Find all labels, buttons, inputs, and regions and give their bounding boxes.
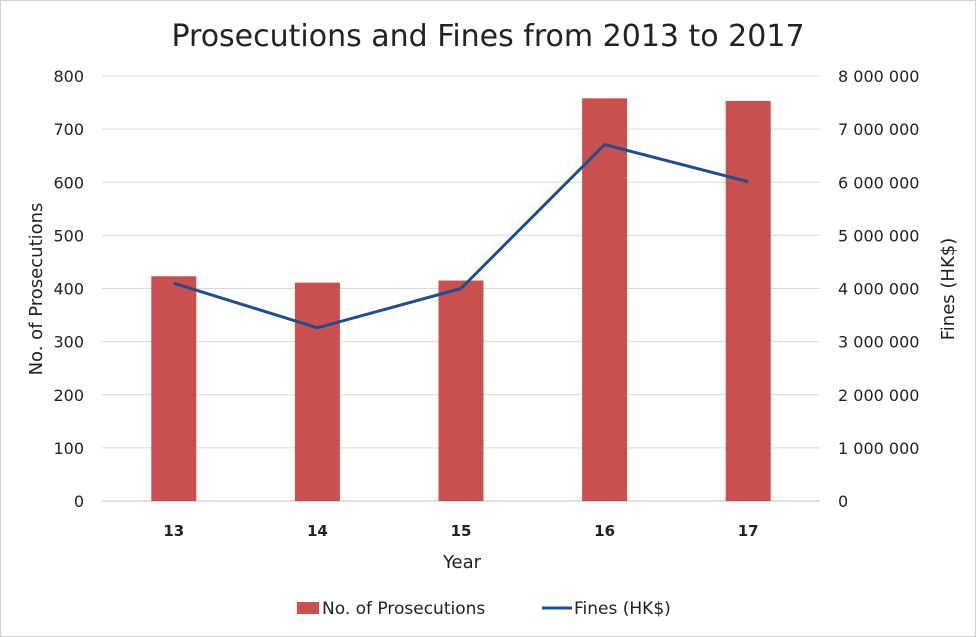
right-tick-label: 5 000 000: [838, 226, 919, 245]
left-axis-ticks: 0 100 200 300 400 500 600 700 800: [53, 67, 84, 511]
legend: No. of Prosecutions Fines (HK$): [297, 599, 671, 619]
chart-title: Prosecutions and Fines from 2013 to 2017: [171, 19, 804, 54]
right-tick-label: 4 000 000: [838, 280, 919, 299]
bar-15: [438, 280, 484, 501]
right-tick-label: 3 000 000: [838, 333, 919, 352]
line-series: [173, 143, 749, 330]
bar-14: [294, 282, 340, 501]
right-tick-label: 2 000 000: [838, 386, 919, 405]
legend-swatch-prosecutions: [297, 602, 319, 614]
right-tick-label: 0: [838, 492, 848, 511]
left-tick-label: 400: [53, 280, 84, 299]
x-tick-label: 13: [163, 522, 184, 540]
legend-label-prosecutions: No. of Prosecutions: [322, 599, 485, 619]
bar-series: [151, 98, 771, 501]
left-tick-label: 300: [53, 333, 84, 352]
bar-13: [151, 276, 197, 501]
right-tick-label: 6 000 000: [838, 173, 919, 192]
right-axis-title: Fines (HK$): [938, 238, 959, 340]
x-tick-label: 14: [307, 522, 328, 540]
x-tick-label: 15: [451, 522, 472, 540]
x-axis-ticks: 13 14 15 16 17: [163, 522, 758, 540]
right-tick-label: 8 000 000: [838, 67, 919, 86]
left-tick-label: 500: [53, 226, 84, 245]
right-tick-label: 1 000 000: [838, 439, 919, 458]
left-tick-label: 700: [53, 120, 84, 139]
bar-16: [582, 98, 628, 501]
left-tick-label: 200: [53, 386, 84, 405]
left-tick-label: 800: [53, 67, 84, 86]
legend-label-fines: Fines (HK$): [574, 599, 671, 619]
x-tick-label: 17: [738, 522, 759, 540]
right-axis-ticks: 0 1 000 000 2 000 000 3 000 000 4 000 000 5 0…: [838, 67, 919, 511]
left-tick-label: 100: [53, 439, 84, 458]
left-tick-label: 600: [53, 173, 84, 192]
gridlines: [102, 75, 820, 502]
x-tick-label: 16: [594, 522, 615, 540]
right-tick-label: 7 000 000: [838, 120, 919, 139]
left-axis-title: No. of Prosecutions: [26, 203, 47, 376]
bar-17: [725, 100, 771, 501]
x-axis-title: Year: [442, 552, 482, 573]
left-tick-label: 0: [74, 492, 84, 511]
